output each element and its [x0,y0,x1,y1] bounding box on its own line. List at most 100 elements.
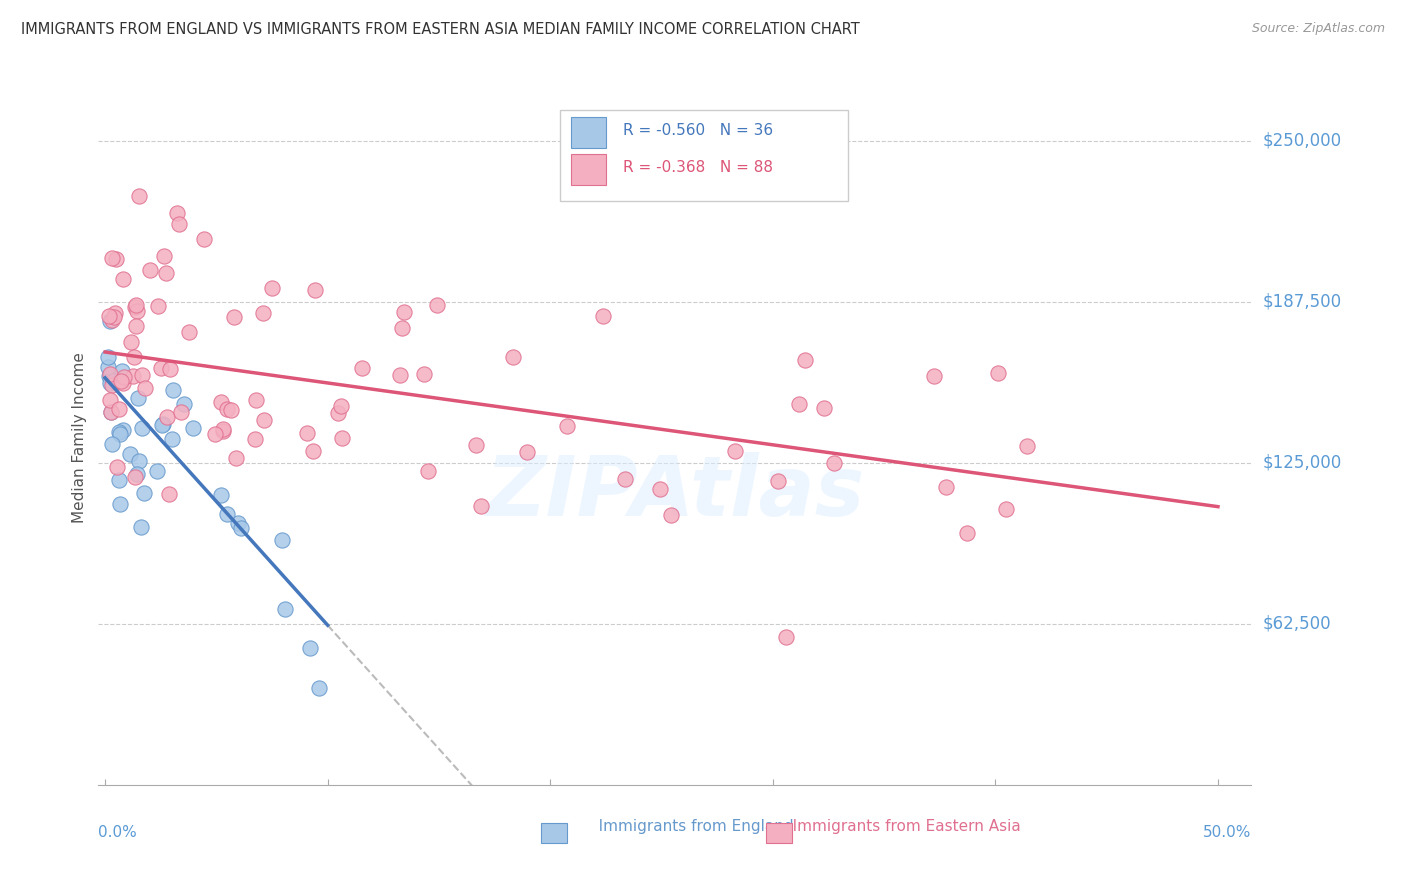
Text: $125,000: $125,000 [1263,454,1341,472]
Point [98,314,121,328]
Text: 50.0%: 50.0% [1204,825,1251,840]
Point [157,487,180,501]
Point [956,525,979,540]
Point [724,443,747,458]
Text: $62,500: $62,500 [1263,615,1331,633]
Point [118,447,141,461]
Point [108,473,131,487]
Point [416,464,439,478]
Point [124,300,146,314]
Point [243,432,266,446]
Point [229,521,252,535]
Point [159,362,181,376]
Point [125,318,148,333]
Point [127,467,149,482]
Point [98,368,121,382]
Point [204,427,226,442]
Point [274,602,297,616]
Point [150,418,173,433]
Point [127,303,149,318]
Point [156,409,179,424]
Point [128,453,150,467]
Text: Immigrants from England: Immigrants from England [583,819,794,834]
Point [308,681,330,695]
Point [177,325,200,339]
Text: ZIPAtlas: ZIPAtlas [485,452,865,533]
Text: Immigrants from Eastern Asia: Immigrants from Eastern Asia [779,819,1021,834]
Point [162,432,184,446]
Point [225,450,247,465]
Point [100,392,122,407]
Point [217,402,239,417]
Point [648,482,671,496]
Point [111,423,134,437]
Point [100,404,122,418]
Point [388,368,411,382]
Point [329,399,352,413]
Point [253,413,276,427]
Point [391,320,413,334]
Point [173,397,195,411]
Point [150,361,173,376]
Point [935,480,957,494]
Bar [571,154,606,186]
Point [181,421,204,435]
Point [131,368,153,383]
Text: R = -0.368   N = 88: R = -0.368 N = 88 [623,161,773,176]
Point [813,401,835,416]
Point [592,309,614,323]
Point [98,309,121,323]
Point [222,310,245,325]
Point [271,533,294,547]
Point [215,507,238,521]
Y-axis label: Median Family Income: Median Family Income [72,351,87,523]
Point [787,397,810,411]
Point [661,508,683,522]
Point [122,350,145,364]
Point [155,266,177,280]
Point [110,374,132,388]
Point [298,641,321,656]
Point [162,384,184,398]
Point [146,299,169,313]
Point [166,205,188,219]
Point [108,498,131,512]
Point [108,427,131,442]
Point [100,313,122,327]
Point [138,262,160,277]
Point [260,281,283,295]
Point [97,360,120,375]
FancyBboxPatch shape [560,110,848,201]
Point [252,306,274,320]
Point [470,500,492,514]
Point [146,464,169,478]
Point [170,404,193,418]
Point [330,431,353,445]
Point [108,425,131,439]
Point [516,444,538,458]
Point [922,369,945,384]
Point [167,217,190,231]
Point [557,418,579,433]
Point [209,395,232,409]
Point [101,377,124,392]
Point [193,232,215,246]
Point [100,405,122,419]
Point [134,486,156,500]
Point [107,401,129,416]
Point [987,366,1010,380]
Point [112,376,135,390]
Point [465,438,488,452]
Point [392,305,415,319]
Point [97,350,120,364]
Point [209,488,232,502]
Point [226,516,249,530]
Point [1015,439,1038,453]
Point [245,392,267,407]
Point [111,272,134,286]
Point [104,306,127,320]
Point [124,470,146,484]
Point [768,474,790,488]
Point [412,367,434,381]
Point [328,406,350,420]
